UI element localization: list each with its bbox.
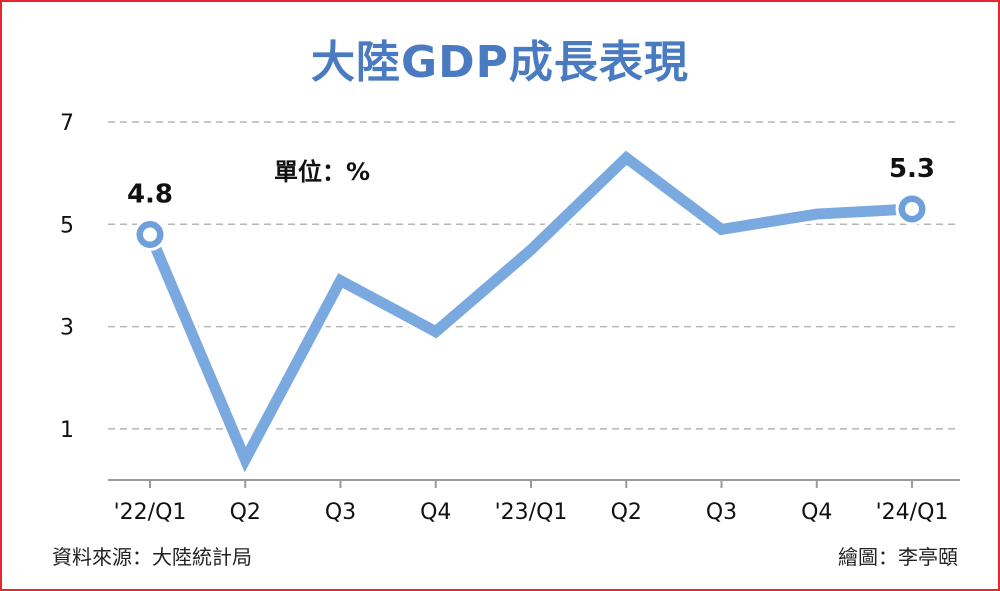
x-tick-label-1: Q2 bbox=[230, 500, 261, 525]
x-tick-label-7: Q4 bbox=[801, 500, 832, 525]
x-tick-label-0: '22/Q1 bbox=[114, 500, 187, 525]
y-tick-label-2: 3 bbox=[60, 316, 74, 341]
y-tick-label-3: 1 bbox=[60, 418, 74, 443]
point-marker-center-0 bbox=[143, 227, 157, 242]
x-tick-label-3: Q4 bbox=[420, 500, 451, 525]
point-label-0: 4.8 bbox=[127, 180, 173, 210]
x-axis-ticks: '22/Q1 Q2 Q3 Q4 '23/Q1 Q2 Q3 Q4 '24/Q1 bbox=[114, 480, 949, 525]
point-markers bbox=[133, 192, 929, 252]
x-tick-label-2: Q3 bbox=[325, 500, 356, 525]
point-labels: 4.8 5.3 bbox=[127, 154, 935, 210]
point-marker-center-1 bbox=[905, 201, 919, 216]
point-label-1: 5.3 bbox=[889, 154, 935, 184]
unit-label: 單位：% bbox=[274, 158, 370, 186]
series-line bbox=[144, 150, 913, 473]
y-tick-label-0: 7 bbox=[60, 111, 74, 136]
x-tick-label-4: '23/Q1 bbox=[495, 500, 568, 525]
chart-title: 大陸GDP成長表現 bbox=[311, 37, 689, 88]
series-line-group bbox=[142, 146, 913, 480]
y-tick-label-1: 5 bbox=[60, 213, 74, 238]
source-note: 資料來源：大陸統計局 bbox=[52, 545, 252, 569]
x-tick-label-8: '24/Q1 bbox=[876, 500, 949, 525]
grid-lines bbox=[108, 121, 960, 430]
y-axis-ticks: 7 5 3 1 bbox=[60, 111, 74, 443]
x-tick-label-5: Q2 bbox=[611, 500, 642, 525]
x-tick-label-6: Q3 bbox=[706, 500, 737, 525]
credit-note: 繪圖：李亭頤 bbox=[838, 545, 958, 569]
